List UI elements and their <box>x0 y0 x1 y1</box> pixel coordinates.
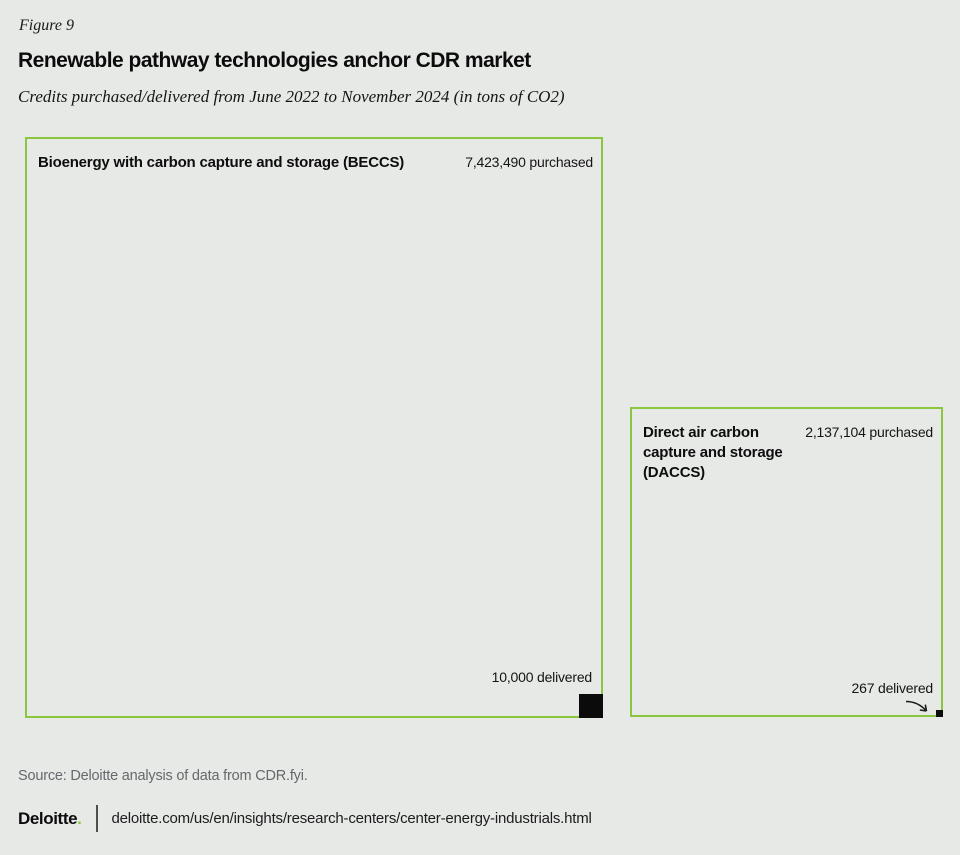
beccs-purchased-value: 7,423,490 purchased <box>465 154 593 170</box>
beccs-delivered-value: 10,000 delivered <box>491 669 593 685</box>
beccs-box: Bioenergy with carbon capture and storag… <box>25 137 603 718</box>
daccs-delivered-square <box>936 710 943 717</box>
source-note: Source: Deloitte analysis of data from C… <box>18 768 308 784</box>
daccs-label: Direct air carbon capture and storage (D… <box>643 424 783 481</box>
beccs-label: Bioenergy with carbon capture and storag… <box>38 154 405 171</box>
daccs-box: Direct air carbon capture and storage (D… <box>630 407 943 717</box>
daccs-purchased-value: 2,137,104 purchased <box>805 424 933 440</box>
footer-divider <box>96 805 99 832</box>
figure-subtitle: Credits purchased/delivered from June 20… <box>18 87 565 106</box>
beccs-delivered-square <box>579 694 603 718</box>
footer-url: deloitte.com/us/en/insights/research-cen… <box>111 810 592 827</box>
curved-arrow-icon <box>905 700 928 712</box>
deloitte-logo-text: Deloitte <box>18 808 78 828</box>
deloitte-logo: Deloitte. <box>18 808 82 829</box>
deloitte-logo-dot: . <box>77 808 82 828</box>
page-title: Renewable pathway technologies anchor CD… <box>18 49 531 72</box>
footer-logo-row: Deloitte. deloitte.com/us/en/insights/re… <box>18 805 592 832</box>
figure-label: Figure 9 <box>19 17 74 34</box>
daccs-delivered-value: 267 delivered <box>851 680 934 696</box>
daccs-box-header: Direct air carbon capture and storage (D… <box>643 423 933 483</box>
beccs-box-header: Bioenergy with carbon capture and storag… <box>38 153 593 173</box>
